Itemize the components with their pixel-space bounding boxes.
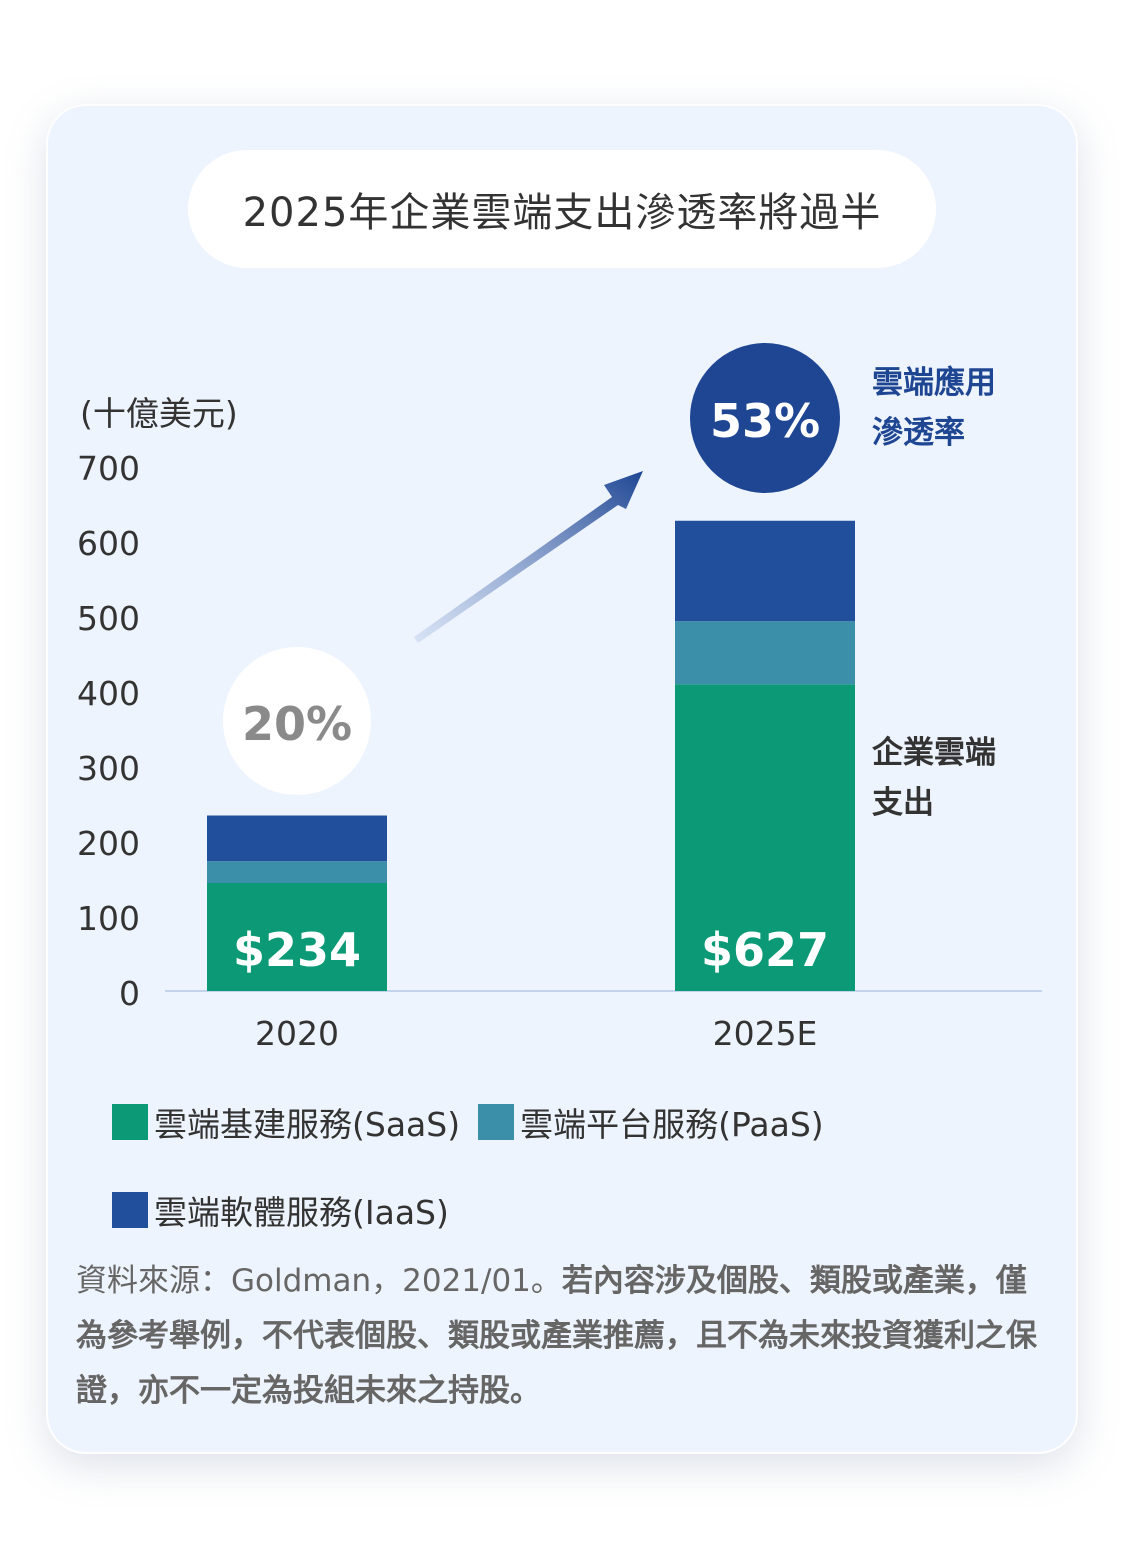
right-penetration-value: 53% (710, 394, 820, 448)
spend-label-line2: 支出 (872, 785, 934, 821)
x-tick-label: 2025E (713, 1014, 818, 1053)
chart-title: 2025年企業雲端支出滲透率將過半 (188, 150, 936, 268)
legend-label: 雲端軟體服務(IaaS) (154, 1193, 449, 1232)
left-penetration-value: 20% (242, 697, 352, 751)
legend-item-iaas: 雲端軟體服務(IaaS) (112, 1188, 449, 1232)
x-tick-label: 2020 (255, 1014, 339, 1053)
y-axis-unit-label: (十億美元) (80, 394, 238, 433)
bar-segment-saas (207, 883, 387, 991)
bar-segment-paas (207, 861, 387, 883)
y-tick-label: 700 (77, 449, 140, 488)
bar-total-label: $627 (701, 923, 829, 977)
y-tick-label: 400 (77, 674, 140, 713)
source-note: 資料來源：Goldman，2021/01。若內容涉及個股、類股或產業，僅為參考舉… (76, 1254, 1056, 1419)
legend-swatch (478, 1104, 515, 1140)
chart-card (46, 104, 1078, 1454)
legend-swatch (112, 1104, 148, 1140)
legend-swatch (112, 1192, 148, 1228)
disclaimer-text: 若內容涉及個股、類股或產業，僅為參考舉例，不代表個股、類股或產業推薦，且不為未來… (76, 1263, 1037, 1409)
legend-label: 雲端基建服務(SaaS) (154, 1105, 461, 1144)
y-tick-label: 600 (77, 524, 140, 563)
source-text: 資料來源：Goldman，2021/01。 (76, 1263, 562, 1299)
y-tick-label: 100 (77, 899, 140, 938)
y-tick-label: 200 (77, 824, 140, 863)
spend-label: 企業雲端 支出 (872, 728, 996, 828)
legend-item-paas: 雲端平台服務(PaaS) (478, 1100, 824, 1144)
legend-label: 雲端平台服務(PaaS) (520, 1105, 824, 1144)
y-tick-label: 500 (77, 599, 140, 638)
y-tick-label: 300 (77, 749, 140, 788)
left-penetration-bubble (223, 647, 371, 795)
penetration-label: 雲端應用 滲透率 (872, 358, 996, 458)
right-penetration-bubble (690, 343, 840, 493)
penetration-label-line1: 雲端應用 (872, 365, 996, 401)
bar-segment-paas (675, 621, 855, 685)
y-tick-label: 0 (119, 974, 140, 1013)
spend-label-line1: 企業雲端 (872, 735, 996, 771)
growth-arrow (414, 471, 643, 643)
penetration-label-line2: 滲透率 (872, 415, 965, 451)
bar-segment-iaas (207, 815, 387, 862)
bar-segment-iaas (675, 520, 855, 622)
bar-total-label: $234 (233, 923, 361, 977)
legend: 雲端基建服務(SaaS) 雲端平台服務(PaaS) 雲端軟體服務(IaaS) (112, 1100, 1012, 1232)
bar-segment-saas (675, 684, 855, 991)
legend-item-saas: 雲端基建服務(SaaS) (112, 1100, 460, 1144)
